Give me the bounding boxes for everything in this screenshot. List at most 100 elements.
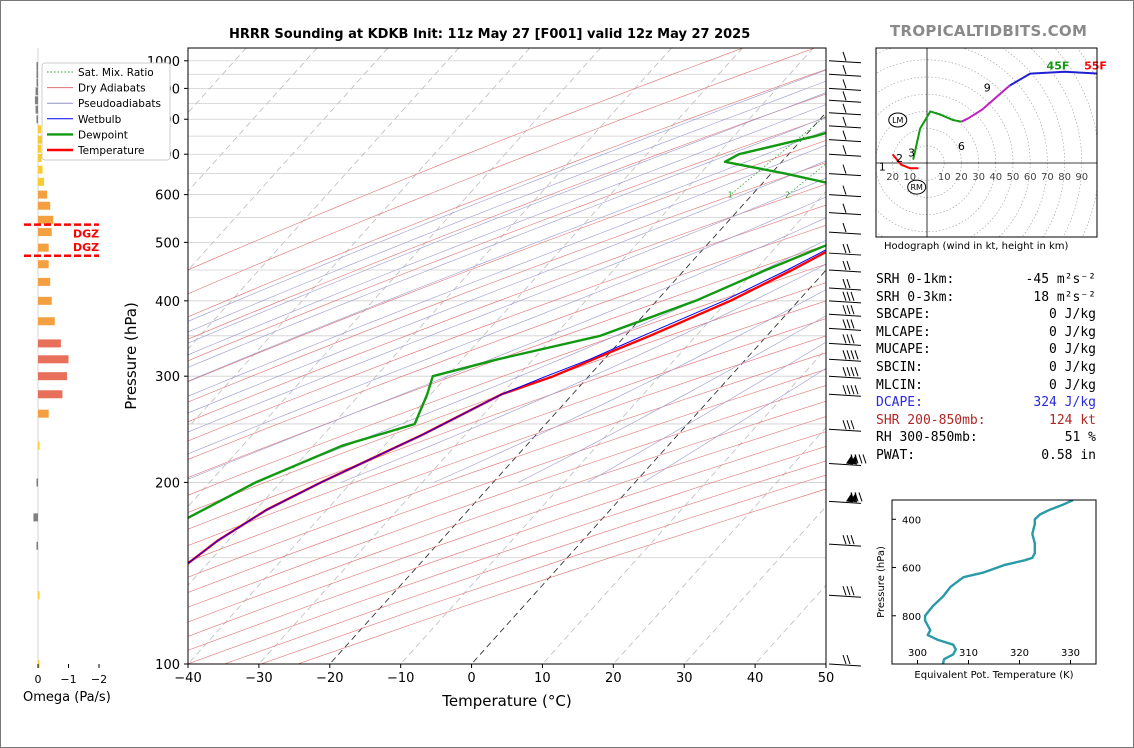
index-key: MUCAPE:: [876, 342, 931, 358]
wind-barb: [828, 185, 862, 198]
wind-barb: [828, 291, 862, 304]
omega-bar: [38, 660, 40, 668]
index-row: SBCIN: 0 J/kg: [876, 359, 1096, 377]
omega-bar: [36, 70, 38, 79]
y-tick-label: 600: [155, 189, 180, 204]
mixing-ratio-label: 13: [962, 191, 972, 200]
index-value: 0 J/kg: [1049, 359, 1096, 375]
dry-adiabat: [188, 162, 826, 403]
omega-bar: [38, 591, 40, 600]
index-value: 124 kt: [1049, 412, 1096, 428]
index-row: MLCIN: 0 J/kg: [876, 377, 1096, 395]
hodo-segment: [1009, 70, 1097, 87]
index-row: MLCAPE: 0 J/kg: [876, 324, 1096, 342]
isotherm: [258, 48, 814, 664]
pseudo-adiabat: [188, 92, 826, 344]
legend-label: Dewpoint: [78, 129, 128, 141]
omega-bar: [35, 87, 38, 96]
legend-label: Temperature: [77, 145, 145, 157]
y-axis-label: Pressure (hPa): [122, 302, 140, 410]
legend-label: Dry Adiabats: [78, 83, 146, 95]
index-key: MLCIN:: [876, 377, 923, 393]
pseudo-adiabat: [518, 315, 826, 483]
omega-bar: [38, 153, 42, 162]
index-key: SBCIN:: [876, 359, 923, 375]
omega-bar: [38, 165, 43, 174]
omega-bar: [38, 372, 67, 381]
index-row: RH 300-850mb: 51 %: [876, 429, 1096, 447]
hodo-ring-label: 30: [972, 172, 985, 183]
trace-wetbulb: [188, 249, 826, 564]
pseudo-adiabat: [433, 289, 826, 483]
omega-bar: [38, 144, 42, 153]
dry-adiabat: [188, 69, 826, 318]
hodo-ring-label: 60: [1024, 172, 1037, 183]
wind-barb: [828, 91, 862, 103]
legend: Sat. Mix. Ratio Dry Adiabats Pseudoadiabat…: [41, 62, 171, 161]
hodo-height-label: 9: [984, 81, 991, 94]
omega-bar: [34, 96, 38, 105]
hodograph-caption: Hodograph (wind in kt, height in km): [884, 241, 1069, 252]
x-axis-label: Temperature (°C): [441, 692, 571, 710]
pseudo-adiabat: [188, 177, 826, 433]
theta-e-x-tick-label: 330: [1061, 648, 1080, 659]
wind-barb: [828, 103, 862, 116]
pseudo-adiabat: [188, 80, 826, 333]
wind-barb: [828, 203, 862, 216]
isotherm: [613, 427, 826, 664]
index-row: DCAPE: 324 J/kg: [876, 394, 1096, 412]
index-value: 0 J/kg: [1049, 307, 1096, 323]
mixing-ratio-label: 4: [847, 191, 852, 200]
dry-adiabat: [188, 352, 826, 578]
mixing-ratio-label: 24: [1027, 191, 1037, 200]
omega-bar: [38, 441, 40, 450]
storm-motion-marker: [888, 112, 908, 128]
pseudo-adiabat: [188, 104, 826, 356]
dry-adiabat: [188, 400, 826, 623]
dry-adiabat: [188, 204, 826, 442]
wind-barb: [828, 334, 862, 346]
theta-e-y-tick-label: 400: [902, 515, 921, 526]
storm-motion-label: RM: [910, 183, 923, 192]
pseudo-adiabat: [188, 69, 826, 322]
index-key: MLCAPE:: [876, 324, 931, 340]
wind-barb: [828, 130, 862, 143]
skewt-axes: [187, 47, 827, 665]
dry-adiabat: [188, 368, 826, 593]
omega-bar: [38, 277, 51, 286]
wind-barb: [828, 535, 862, 547]
omega-tick-label: 0: [35, 673, 42, 686]
dry-adiabat: [188, 48, 815, 295]
omega-bar: [38, 339, 61, 348]
index-key: SRH 0-3km:: [876, 289, 955, 305]
brand-watermark: TROPICALTIDBITS.COM: [890, 22, 1088, 40]
y-tick-label: 300: [155, 370, 180, 385]
dry-adiabat: [188, 48, 744, 271]
storm-motion-label: LM: [892, 116, 903, 125]
omega-axis-label: Omega (Pa/s): [23, 690, 111, 705]
index-value: 18 m²s⁻²: [1033, 289, 1096, 305]
hodograph-axes: [875, 47, 1098, 238]
index-value: -45 m²s⁻²: [1025, 272, 1096, 287]
hodo-height-label: 2: [896, 152, 903, 165]
hodo-ring-label: 20: [886, 172, 899, 183]
omega-bar: [38, 260, 49, 269]
theta-e-axes: [891, 499, 1097, 665]
index-value: 324 J/kg: [1033, 395, 1096, 411]
dry-adiabat: [188, 385, 826, 608]
omega-bar: [36, 541, 38, 550]
hodo-segment: [912, 110, 962, 160]
x-tick-label: 10: [534, 671, 551, 686]
index-key: SRH 0-1km:: [876, 272, 955, 287]
wind-barb: [828, 164, 862, 177]
pseudo-adiabat: [254, 239, 826, 483]
isotherm: [188, 48, 672, 586]
wind-barb: [828, 492, 863, 504]
isotherm: [542, 348, 826, 664]
y-tick-label: 200: [155, 476, 180, 491]
wind-barb: [828, 260, 862, 273]
omega-bar: [35, 105, 38, 114]
hodo-height-label: 3: [908, 147, 915, 160]
pseudo-adiabat: [188, 144, 826, 397]
hodo-ring-label: 10: [903, 172, 916, 183]
